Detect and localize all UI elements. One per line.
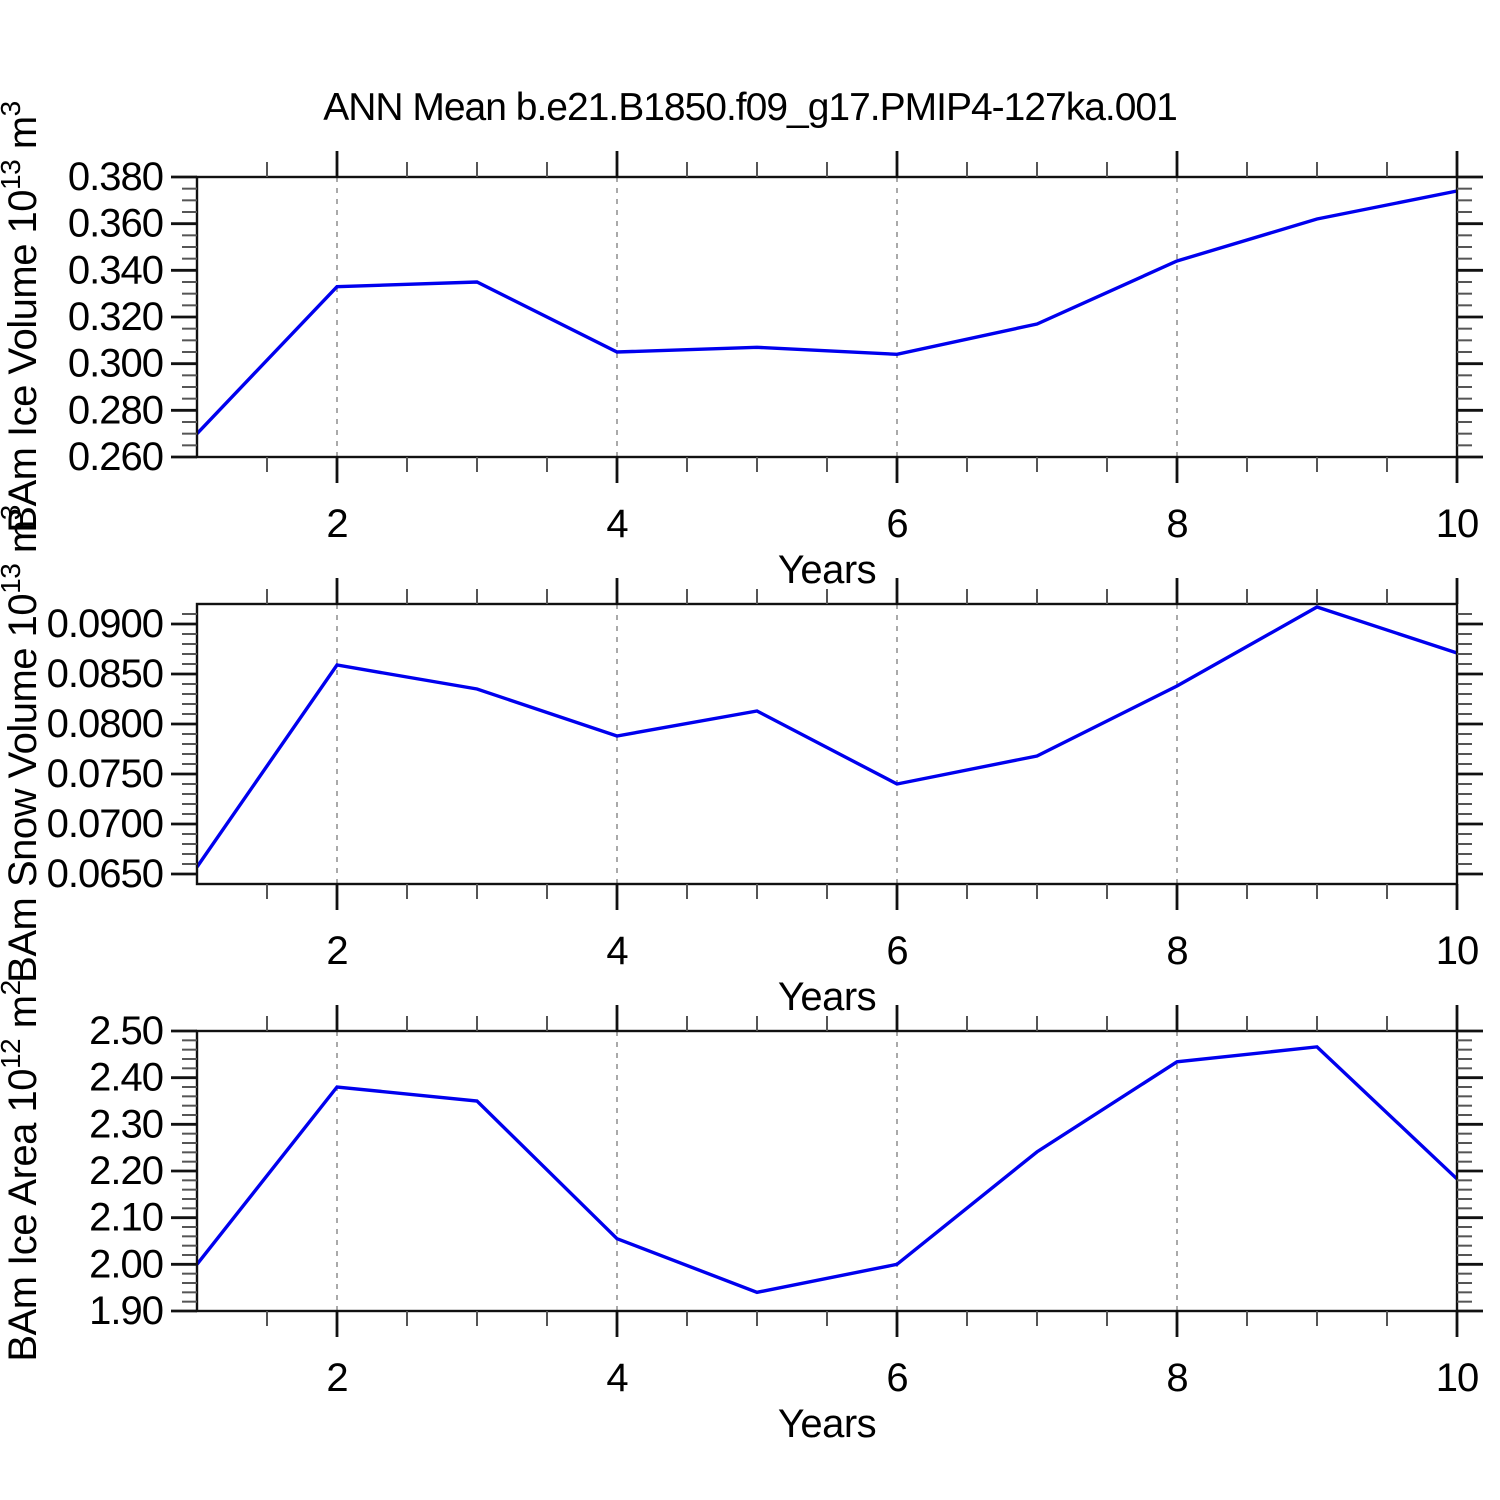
panel-ice-area-y-tick-labels: 1.902.002.102.202.302.402.50 — [89, 1009, 164, 1333]
y-tick-label: 2.30 — [89, 1102, 163, 1146]
panel-snow-volume-series-line — [195, 605, 1458, 868]
panel-ice-volume-y-axis-title: BAm Ice Volume 1013 m3 — [0, 101, 45, 532]
y-tick-label: 0.300 — [68, 342, 163, 386]
y-tick-label: 0.0650 — [47, 852, 163, 896]
y-tick-label: 0.320 — [68, 295, 163, 339]
panel-ice-area-ticks — [171, 1005, 1483, 1337]
panel-ice-area-x-tick-labels: 2 4 6 8 10 — [326, 1356, 1479, 1400]
x-tick-label: 4 — [606, 502, 628, 546]
x-tick-label: 4 — [606, 929, 628, 973]
y-tick-label: 2.50 — [89, 1009, 163, 1053]
panel-snow-volume-x-axis-title: Years — [778, 975, 876, 1019]
panel-ice-area-series-line — [195, 1045, 1459, 1295]
y-tick-label: 0.0850 — [47, 652, 163, 696]
panel-ice-area-plot-box — [195, 1029, 1459, 1313]
panel-snow-volume-plot-box — [195, 602, 1459, 886]
x-tick-label: 2 — [326, 929, 347, 973]
x-tick-label: 8 — [1166, 502, 1187, 546]
panel-ice-volume-ticks — [171, 151, 1483, 483]
x-tick-label: 10 — [1436, 502, 1479, 546]
y-tick-label: 0.280 — [68, 388, 163, 432]
panel-snow-volume-y-tick-labels: 0.0650 0.0700 0.0750 0.0800 0.0850 0.0900 — [47, 602, 164, 896]
panel-snow-volume-ticks — [171, 578, 1483, 910]
y-tick-label: 0.340 — [68, 248, 163, 292]
y-tick-label: 0.360 — [68, 202, 163, 246]
y-tick-label: 1.90 — [89, 1289, 163, 1333]
y-tick-label: 2.10 — [89, 1196, 163, 1240]
x-tick-label: 2 — [326, 502, 347, 546]
panel-snow-volume: 2 4 6 8 10 0.0650 0.0700 0.0750 0.0800 0.0850 0.09… — [0, 505, 1483, 1019]
x-tick-label: 8 — [1166, 929, 1187, 973]
y-tick-label: 0.0750 — [47, 752, 163, 796]
y-tick-label: 2.20 — [89, 1149, 163, 1193]
panel-ice-area-y-axis-title: BAm Ice Area 1012 m2 — [0, 980, 45, 1361]
panel-ice-area-x-axis-title: Years — [778, 1402, 876, 1446]
x-tick-label: 10 — [1436, 1356, 1479, 1400]
x-tick-label: 6 — [886, 502, 907, 546]
panel-ice-volume-x-tick-labels: 2 4 6 8 10 — [326, 502, 1479, 546]
panel-snow-volume-gridlines — [336, 604, 1178, 884]
y-tick-label: 0.0900 — [47, 602, 163, 646]
y-tick-label: 0.380 — [68, 155, 163, 199]
chart-title: ANN Mean b.e21.B1850.f09_g17.PMIP4-127ka… — [323, 86, 1178, 129]
x-tick-label: 6 — [886, 1356, 907, 1400]
panel-ice-volume-series-line — [195, 189, 1458, 435]
panel-ice-area: 2 4 6 8 10 1.902.002.102.202.302.402.50 Years B… — [0, 980, 1483, 1446]
panel-ice-volume-x-axis-title: Years — [778, 548, 876, 592]
y-tick-label: 2.00 — [89, 1242, 163, 1286]
y-tick-label: 0.0800 — [47, 702, 163, 746]
panel-ice-volume: 2 4 6 8 10 0.2600.2800.3000.3200.3400.3600.38… — [0, 101, 1483, 592]
x-tick-label: 2 — [326, 1356, 347, 1400]
y-tick-label: 0.260 — [68, 435, 163, 479]
y-tick-label: 2.40 — [89, 1056, 163, 1100]
x-tick-label: 10 — [1436, 929, 1479, 973]
panel-ice-volume-plot-box — [195, 175, 1459, 459]
panel-ice-area-gridlines — [336, 1031, 1178, 1311]
x-tick-label: 8 — [1166, 1356, 1187, 1400]
x-tick-label: 4 — [606, 1356, 628, 1400]
panel-snow-volume-y-axis-title: BAm Snow Volume 1013 m3 — [0, 505, 45, 983]
panel-ice-volume-gridlines — [336, 177, 1178, 457]
panel-snow-volume-x-tick-labels: 2 4 6 8 10 — [326, 929, 1479, 973]
x-tick-label: 6 — [886, 929, 907, 973]
y-tick-label: 0.0700 — [47, 802, 163, 846]
